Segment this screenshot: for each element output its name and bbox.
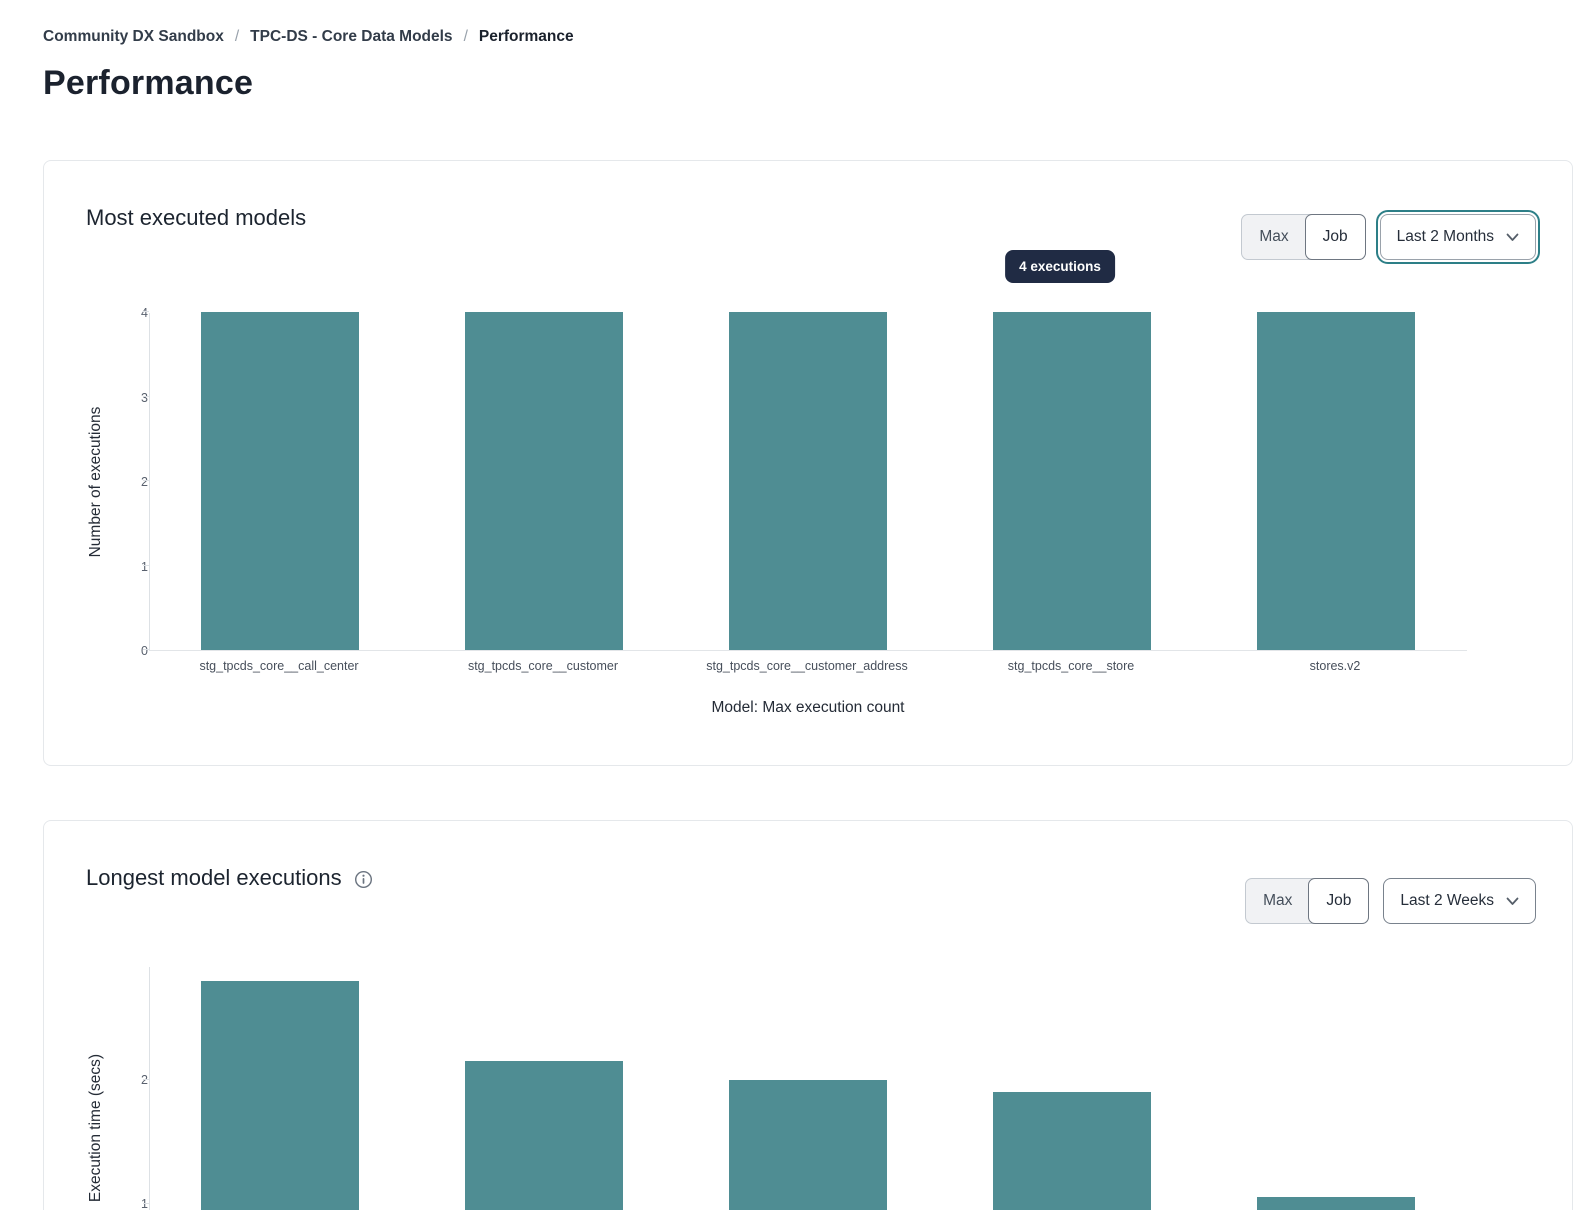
y-tick-label: 2 [141, 475, 148, 489]
bar[interactable] [465, 1061, 623, 1210]
y-tick-mark [143, 1202, 149, 1204]
x-category-label: stores.v2 [1309, 659, 1361, 673]
x-axis-labels: stg_tpcds_core__call_center stg_tpcds_cor… [149, 659, 1467, 675]
breadcrumb-item-performance: Performance [478, 28, 574, 45]
chevron-down-icon [1506, 897, 1519, 905]
plot-area [143, 311, 1467, 651]
x-category-label: stg_tpcds_core__store [1007, 659, 1135, 673]
longest-model-executions-card: Longest model executions Max Job Last 2 … [43, 820, 1573, 1210]
job-toggle-button[interactable]: Job [1304, 214, 1366, 260]
time-range-dropdown[interactable]: Last 2 Months [1375, 210, 1541, 264]
job-toggle-button[interactable]: Job [1308, 878, 1370, 924]
y-tick-mark [143, 564, 149, 566]
chevron-down-icon [1506, 233, 1519, 241]
card-title-text: Most executed models [86, 205, 307, 230]
y-tick-mark [143, 395, 149, 397]
bar[interactable] [201, 312, 359, 650]
max-toggle-button[interactable]: Max [1242, 215, 1305, 259]
card-title-most-executed: Most executed models [86, 205, 306, 231]
card-title-longest: Longest model executions [86, 865, 373, 891]
chart-controls: Max Job Last 2 Months [1241, 210, 1541, 264]
y-axis-ticks: 0 1 2 3 4 [104, 306, 148, 658]
y-tick-label: 0 [141, 644, 148, 658]
plot-area [143, 967, 1467, 1210]
chart-controls: Max Job Last 2 Weeks [1245, 878, 1536, 924]
most-executed-chart: Number of executions 0 1 2 3 4 stg_tpcds_cor… [44, 161, 1572, 765]
y-tick-mark [143, 1079, 149, 1080]
bar[interactable] [1257, 1197, 1415, 1210]
x-axis-title: Model: Max execution count [711, 699, 905, 716]
x-category-label: stg_tpcds_core__customer [467, 659, 619, 673]
x-category-label: stg_tpcds_core__customer_address [706, 659, 908, 673]
bar[interactable] [729, 1080, 887, 1210]
bar[interactable] [993, 1092, 1151, 1210]
bar[interactable] [201, 981, 359, 1210]
most-executed-models-card: Most executed models Max Job Last 2 Mont… [43, 160, 1573, 766]
breadcrumb: Community DX Sandbox / TPC-DS - Core Dat… [43, 28, 574, 46]
x-category-label: stg_tpcds_core__call_center [199, 659, 359, 673]
longest-executions-chart: Execution time (secs) 12 [44, 821, 1572, 1210]
y-axis-ticks: 12 [104, 967, 148, 1210]
time-range-value: Last 2 Weeks [1400, 892, 1494, 909]
y-axis-label: Number of executions [87, 406, 104, 558]
y-axis-label: Execution time (secs) [87, 1053, 104, 1203]
bar[interactable] [1257, 312, 1415, 650]
max-job-toggle: Max Job [1241, 214, 1366, 260]
y-tick-label: 4 [141, 306, 148, 320]
y-tick-label: 1 [141, 559, 148, 574]
max-toggle-button[interactable]: Max [1246, 879, 1309, 923]
y-tick-mark [143, 311, 149, 312]
bar[interactable] [729, 312, 887, 650]
breadcrumb-separator: / [463, 28, 468, 45]
chart-tooltip: 4 executions [1005, 250, 1115, 283]
breadcrumb-separator: / [234, 28, 240, 45]
page-title: Performance [43, 64, 254, 102]
y-tick-mark [143, 649, 149, 650]
info-icon[interactable] [354, 870, 373, 889]
max-job-toggle: Max Job [1245, 878, 1370, 924]
y-tick-label: 3 [141, 390, 148, 405]
time-range-value: Last 2 Months [1396, 228, 1494, 245]
bar[interactable] [465, 312, 623, 650]
time-range-dropdown[interactable]: Last 2 Weeks [1383, 878, 1536, 924]
breadcrumb-item-project[interactable]: Community DX Sandbox [43, 28, 224, 45]
card-title-text: Longest model executions [86, 865, 342, 890]
breadcrumb-item-models[interactable]: TPC-DS - Core Data Models [250, 28, 453, 45]
y-tick-mark [143, 480, 149, 481]
bar[interactable] [993, 312, 1151, 650]
y-tick-label: 2 [141, 1073, 148, 1087]
